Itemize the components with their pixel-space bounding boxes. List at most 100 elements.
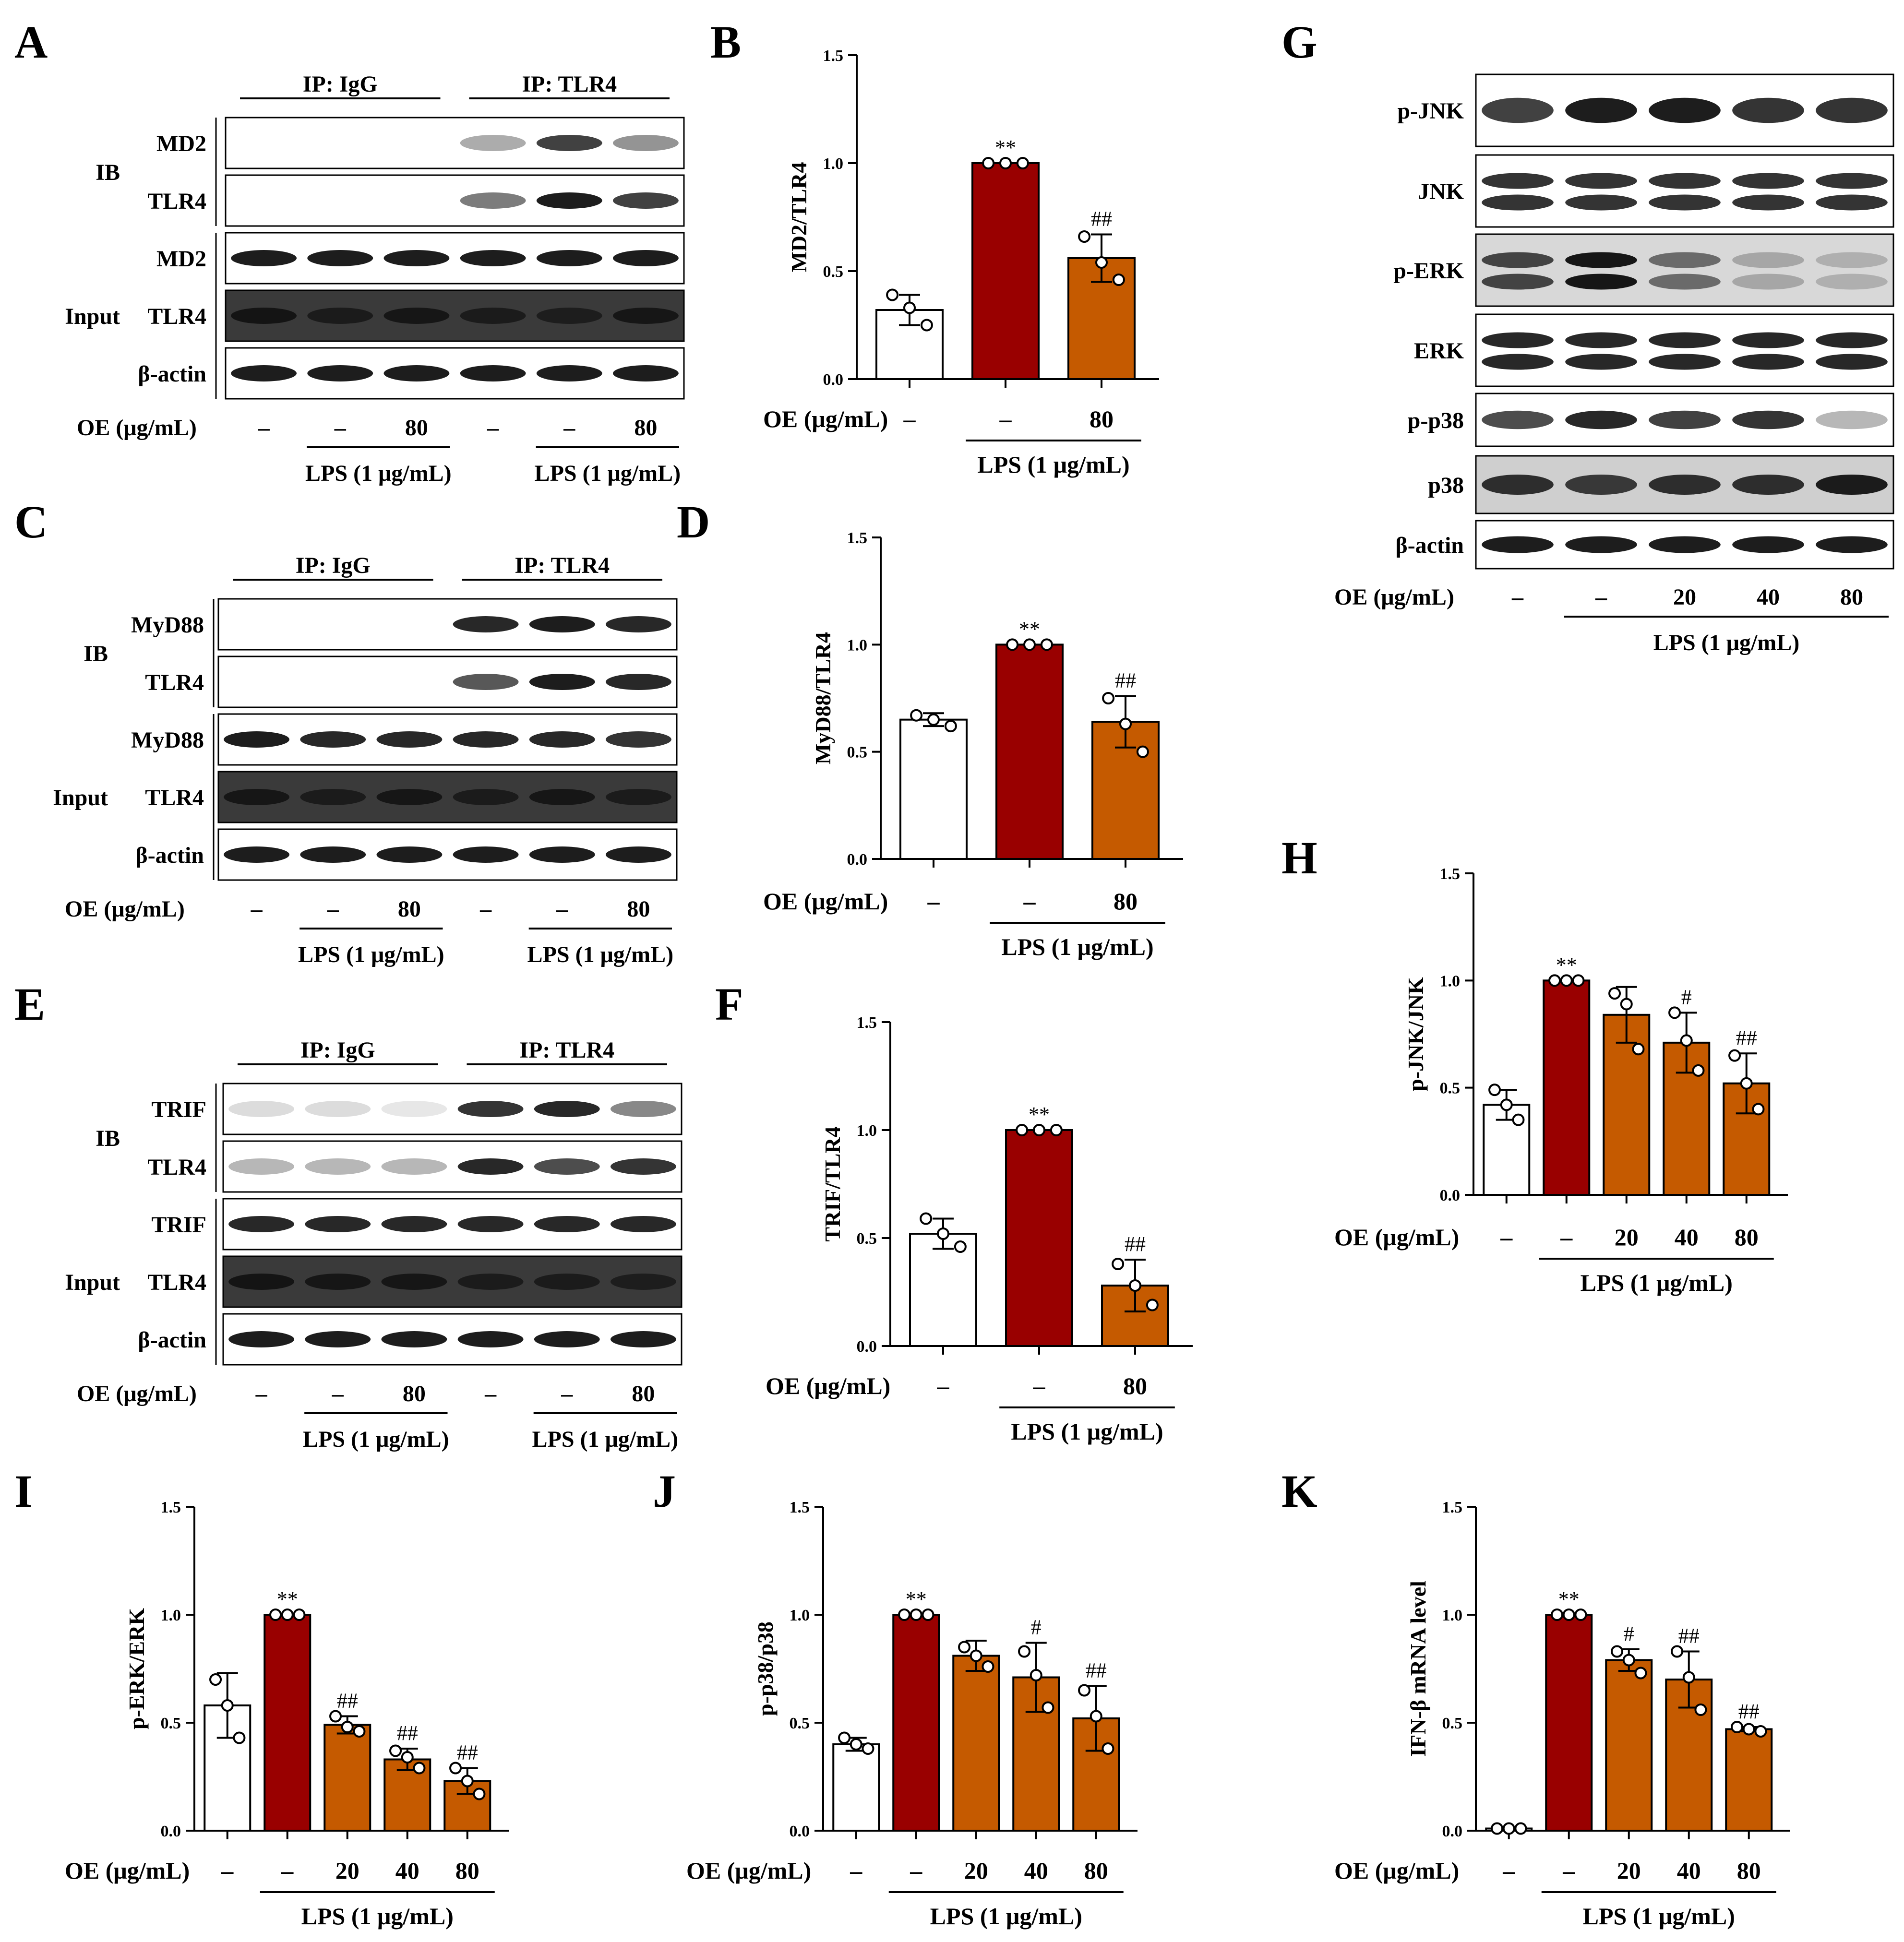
lps-label: LPS (1 μg/mL) xyxy=(1001,933,1153,960)
row-label: TLR4 xyxy=(147,1270,206,1295)
y-tick-label: 1.0 xyxy=(1440,972,1461,990)
bar xyxy=(1545,1614,1593,1832)
oe-label: OE (μg/mL) xyxy=(1334,1857,1459,1884)
y-tick-label: 0.5 xyxy=(161,1715,181,1732)
data-point xyxy=(954,1240,967,1253)
oe-value: – xyxy=(487,415,499,441)
data-point xyxy=(1728,1049,1741,1062)
blot-band xyxy=(1732,252,1804,268)
y-tick-label: 0.5 xyxy=(823,263,844,281)
blot-band xyxy=(534,1331,600,1347)
blot-band xyxy=(612,365,679,381)
data-point xyxy=(982,1660,994,1673)
blot-band xyxy=(1482,475,1554,495)
blot-band xyxy=(529,674,595,690)
blot-band xyxy=(1732,410,1804,429)
data-point xyxy=(1502,1822,1515,1835)
y-tick-label: 0.0 xyxy=(857,1338,877,1356)
oe-value: – xyxy=(1511,584,1524,610)
data-point xyxy=(1050,1124,1063,1136)
blot-strip xyxy=(217,713,678,766)
blot-band xyxy=(536,250,602,266)
blot-band xyxy=(610,1216,676,1232)
row-label: MyD88 xyxy=(131,727,204,753)
group-label: Input xyxy=(53,785,108,810)
data-point xyxy=(1551,1608,1564,1621)
blot-band xyxy=(1649,536,1721,553)
category-label: – xyxy=(903,405,916,432)
lps-label: LPS (1 μg/mL) xyxy=(1581,1269,1733,1296)
category-label: 80 xyxy=(455,1857,479,1884)
blot-band xyxy=(460,250,526,266)
blot-band xyxy=(1732,194,1804,211)
blot-band xyxy=(231,365,297,381)
blot-band xyxy=(457,1274,524,1290)
blot-band xyxy=(1732,354,1804,370)
blot-band xyxy=(383,365,450,381)
row-label: p-JNK xyxy=(1397,98,1464,124)
data-point xyxy=(958,1641,971,1654)
significance-label: ** xyxy=(1558,1587,1580,1611)
y-tick-label: 1.5 xyxy=(790,1499,810,1516)
blot-band xyxy=(1732,536,1804,553)
blot-strip xyxy=(222,1140,683,1193)
y-tick-label: 1.0 xyxy=(857,1122,877,1140)
data-point xyxy=(999,157,1012,169)
panel-letter: I xyxy=(14,1465,32,1517)
blot-band xyxy=(300,789,366,805)
lps-label: LPS (1 μg/mL) xyxy=(305,461,452,486)
blot-band xyxy=(529,789,595,805)
blot-band xyxy=(536,192,602,209)
data-point xyxy=(1491,1822,1504,1835)
blot-band xyxy=(381,1158,447,1175)
data-point xyxy=(1682,1671,1695,1684)
blot-band xyxy=(1732,173,1804,189)
blot-strip xyxy=(1475,233,1894,307)
category-label: – xyxy=(1562,1857,1575,1884)
blot-band xyxy=(305,1101,371,1117)
lps-label: LPS (1 μg/mL) xyxy=(1583,1903,1735,1930)
blot-band xyxy=(1732,332,1804,348)
data-point xyxy=(1112,1258,1125,1270)
category-label: – xyxy=(937,1372,950,1399)
blot-band xyxy=(536,308,602,324)
data-point xyxy=(1562,1608,1575,1621)
row-label: MyD88 xyxy=(131,612,204,638)
significance-label: ** xyxy=(277,1587,298,1611)
oe-value: – xyxy=(334,415,347,441)
data-point xyxy=(1560,974,1573,987)
significance-label: ## xyxy=(1736,1026,1757,1049)
oe-value: – xyxy=(332,1381,344,1406)
y-tick-label: 0.5 xyxy=(857,1230,877,1248)
panel-letter: H xyxy=(1281,832,1317,883)
data-point xyxy=(473,1787,486,1800)
y-tick-label: 0.0 xyxy=(1440,1187,1461,1204)
data-point xyxy=(1018,1645,1031,1658)
blot-band xyxy=(529,731,595,748)
blot-band xyxy=(307,250,373,266)
data-point xyxy=(1042,1701,1054,1714)
y-tick-label: 1.0 xyxy=(1442,1607,1463,1624)
category-label: – xyxy=(910,1857,922,1884)
blot-band xyxy=(1816,194,1888,211)
blot-band xyxy=(228,1331,295,1347)
blot-band xyxy=(300,731,366,748)
blot-band xyxy=(453,616,519,632)
blot-band xyxy=(460,365,526,381)
significance-label: ## xyxy=(1115,669,1136,692)
data-point xyxy=(920,1212,933,1225)
bar xyxy=(1005,1129,1073,1347)
blot-band xyxy=(1565,97,1637,123)
blot-band xyxy=(228,1216,295,1232)
oe-label: OE (μg/mL) xyxy=(766,1372,890,1399)
y-axis-label: p-JNK/JNK xyxy=(1403,977,1428,1091)
blot-band xyxy=(1565,274,1637,290)
category-label: 80 xyxy=(1114,888,1138,915)
data-point xyxy=(1620,998,1633,1011)
oe-value: – xyxy=(251,896,263,922)
bar xyxy=(971,162,1040,380)
blot-band xyxy=(231,250,297,266)
y-tick-label: 1.0 xyxy=(161,1607,181,1624)
row-label: TLR4 xyxy=(147,1155,206,1180)
